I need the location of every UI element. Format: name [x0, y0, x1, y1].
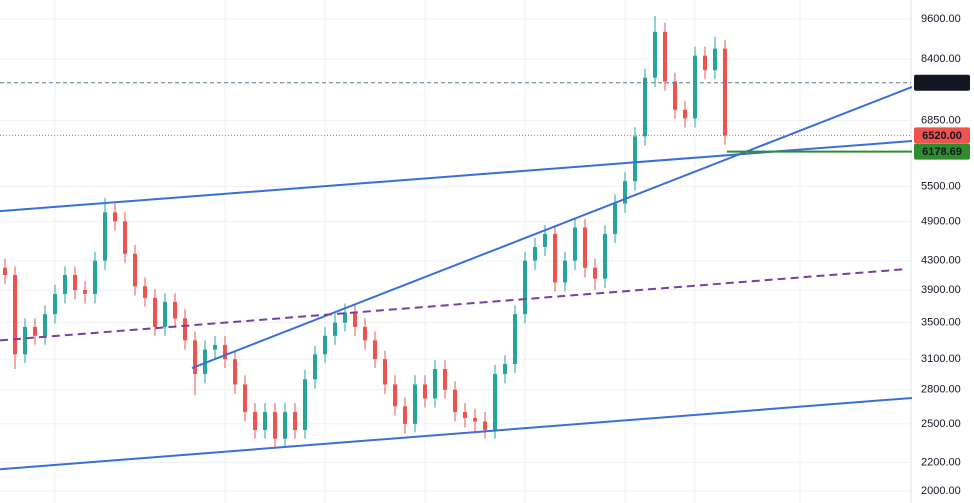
candle-body [283, 412, 287, 439]
candle-body [683, 109, 687, 119]
candle-body [533, 247, 537, 261]
candle-body [423, 384, 427, 399]
candle-body [173, 301, 177, 319]
candle-body [273, 412, 277, 439]
candle-body [663, 31, 667, 82]
candle-body [263, 412, 267, 430]
y-tick-label: 4900.00 [921, 215, 961, 227]
candle-body [143, 286, 147, 298]
candle-body [713, 48, 717, 71]
candle-body [323, 335, 327, 355]
candle-body [113, 212, 117, 222]
y-tick-label: 2200.00 [921, 456, 961, 468]
candle-body [413, 384, 417, 424]
candle-body [363, 326, 367, 341]
candle-body [313, 354, 317, 380]
candle-body [133, 253, 137, 287]
trend-line [0, 396, 913, 471]
price-label-box [914, 143, 970, 160]
candle-body [233, 359, 237, 385]
candle-body [123, 221, 127, 254]
candle-body [213, 344, 217, 350]
candle-body [503, 364, 507, 375]
candle-body [723, 48, 727, 136]
y-tick-label: 8400.00 [921, 53, 961, 65]
candle-body [703, 55, 707, 71]
candle-body [563, 260, 567, 283]
candle-body [3, 267, 7, 276]
candle-body [203, 349, 207, 375]
candle-body [13, 275, 17, 355]
y-tick-label: 3500.00 [921, 317, 961, 329]
candle-body [673, 81, 677, 110]
candle-body [443, 369, 447, 390]
candle-body [163, 301, 167, 327]
y-tick-label: 6850.00 [921, 114, 961, 126]
trend-line [0, 268, 906, 342]
candle-body [693, 55, 697, 119]
candle-body [33, 326, 37, 336]
candle-body [383, 359, 387, 385]
candle-body [483, 421, 487, 430]
y-tick-label: 2800.00 [921, 384, 961, 396]
trend-line [191, 86, 913, 369]
candle-body [73, 275, 77, 291]
price-label: 7767.62 [922, 77, 962, 89]
candle-body [603, 233, 607, 279]
candle-body [303, 379, 307, 430]
candle-body [223, 344, 227, 360]
candle-body [293, 412, 297, 430]
price-label: 6520.00 [922, 130, 962, 142]
candle-body [493, 374, 497, 430]
vertical-grid [54, 0, 801, 503]
candle-body [633, 136, 637, 182]
y-tick-label: 4300.00 [921, 255, 961, 267]
candle-body [243, 384, 247, 413]
candle-body [403, 406, 407, 424]
candle-body [193, 340, 197, 375]
candle-body [333, 322, 337, 336]
candle-body [583, 227, 587, 268]
y-tick-label: 3900.00 [921, 284, 961, 296]
candle-body [53, 293, 57, 315]
candle-body [573, 227, 577, 261]
trend-line [0, 140, 913, 213]
candle-body [513, 314, 517, 365]
candle-body [553, 233, 557, 283]
candle-body [613, 203, 617, 234]
y-tick-label: 5500.00 [921, 181, 961, 193]
candle-body [83, 290, 87, 294]
y-tick-label: 2000.00 [921, 485, 961, 497]
candle-body [183, 318, 187, 341]
candle-body [253, 412, 257, 430]
candle-body [93, 260, 97, 294]
price-label-box [914, 74, 970, 91]
price-label-box [914, 127, 970, 144]
candle-body [623, 181, 627, 204]
candle-body [653, 31, 657, 78]
candle-body [63, 275, 67, 294]
candle-body [473, 417, 477, 422]
candle-body [23, 326, 27, 355]
candle-body [153, 297, 157, 327]
candle-body [373, 340, 377, 360]
y-tick-label: 3100.00 [921, 353, 961, 365]
y-tick-label: 9600.00 [921, 13, 961, 25]
candle-body [523, 260, 527, 315]
candle-body [453, 389, 457, 413]
candle-body [43, 314, 47, 336]
candle-body [643, 77, 647, 137]
candle-body [353, 312, 357, 327]
candle-body [593, 267, 597, 279]
candle-body [343, 312, 347, 323]
y-tick-label: 2500.00 [921, 418, 961, 430]
candle-body [543, 233, 547, 248]
candle-body [393, 384, 397, 407]
candle-body [103, 212, 107, 261]
candle-body [463, 412, 467, 418]
candle-body [433, 369, 437, 399]
price-label: 6178.69 [922, 146, 962, 158]
